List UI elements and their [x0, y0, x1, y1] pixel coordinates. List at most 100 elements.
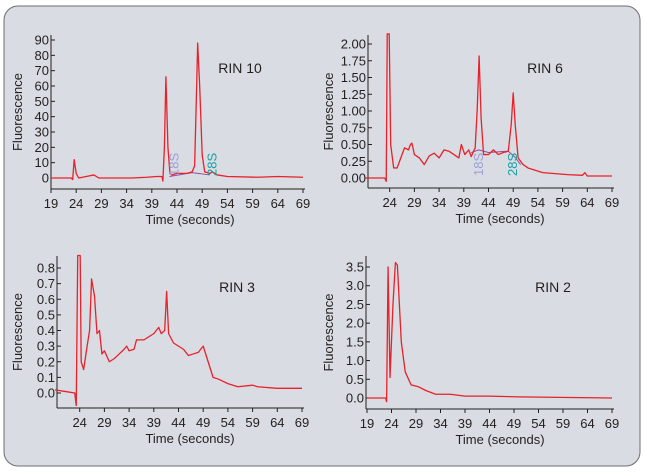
x-tick-label: 19 — [44, 196, 58, 211]
x-tick-label: 54 — [221, 415, 235, 430]
peak-label-18S: 18S — [471, 153, 486, 176]
x-tick-label: 39 — [145, 196, 159, 211]
y-tick-label: 2.5 — [346, 297, 364, 312]
y-tick-label: 0.2 — [37, 354, 55, 369]
x-tick-label: 64 — [580, 195, 594, 210]
y-tick-label: 20 — [35, 140, 49, 155]
y-tick-label: 0.5 — [37, 307, 55, 322]
y-tick-label: 0.4 — [37, 323, 55, 338]
y-tick-label: 0.7 — [37, 276, 55, 291]
x-tick-label: 54 — [531, 416, 545, 431]
x-tick-label: 54 — [220, 196, 234, 211]
x-tick-label: 34 — [432, 195, 446, 210]
x-tick-label: 69 — [605, 195, 619, 210]
x-tick-label: 39 — [457, 195, 471, 210]
trace-line — [54, 254, 302, 407]
y-axis-label: Fluorescence — [10, 73, 25, 151]
x-tick-label: 69 — [295, 415, 309, 430]
y-tick-label: 1.50 — [341, 70, 366, 85]
x-tick-label: 44 — [170, 196, 184, 211]
chart-rin-3: 0.00.10.20.30.40.50.60.70.8 24 29 34 39 44 49 5… — [10, 254, 309, 446]
x-tick-label: 54 — [531, 195, 545, 210]
baseline-line — [169, 172, 210, 177]
peak-label-18S: 18S — [166, 153, 181, 176]
y-tick-label: 1.5 — [346, 334, 364, 349]
chart-title: RIN 3 — [219, 279, 255, 295]
y-tick-label: 1.0 — [346, 353, 364, 368]
x-tick-label: 24 — [69, 196, 83, 211]
y-tick-label: 0.3 — [37, 339, 55, 354]
y-tick-label: 0.25 — [341, 154, 366, 169]
y-axis-label: Fluorescence — [321, 72, 336, 150]
x-tick-label: 24 — [384, 416, 398, 431]
y-tick-label: 0.0 — [346, 391, 364, 406]
x-tick-label: 44 — [171, 415, 185, 430]
y-tick-label: 0.1 — [37, 370, 55, 385]
y-tick-label: 1.25 — [341, 87, 366, 102]
trace-line — [365, 33, 612, 183]
x-tick-label: 39 — [147, 415, 161, 430]
y-tick-label: 0 — [42, 171, 49, 186]
y-tick-label: 0.50 — [341, 137, 366, 152]
x-axis-label: Time (seconds) — [455, 432, 544, 447]
y-tick-label: 10 — [35, 155, 49, 170]
y-tick-label: 40 — [35, 109, 49, 124]
y-axis-label: Fluorescence — [10, 293, 25, 371]
y-tick-label: 50 — [35, 94, 49, 109]
x-tick-label: 29 — [97, 415, 111, 430]
x-tick-label: 44 — [481, 195, 495, 210]
y-tick-label: 60 — [35, 79, 49, 94]
y-tick-label: 1.75 — [341, 53, 366, 68]
chart-rin-2: 0.0 0.5 1.0 1.5 2.0 2.5 3.0 3.5 19 24 29 34 39 44 49 54… — [321, 256, 619, 447]
y-tick-label: 0.00 — [341, 171, 366, 186]
y-tick-label: 0.8 — [37, 261, 55, 276]
x-tick-label: 29 — [94, 196, 108, 211]
y-tick-label: 1.00 — [341, 104, 366, 119]
y-tick-label: 30 — [35, 125, 49, 140]
trace-line — [367, 261, 613, 403]
x-tick-label: 39 — [458, 416, 472, 431]
peak-label-28S: 28S — [204, 153, 219, 176]
chart-rin-6: 0.00 0.25 0.50 0.751.00 1.25 1.50 1.752.00 24 29… — [321, 33, 619, 226]
y-tick-label: 0.75 — [341, 120, 366, 135]
y-tick-label: 2.00 — [341, 37, 366, 52]
x-tick-label: 69 — [296, 196, 310, 211]
x-tick-label: 49 — [195, 196, 209, 211]
chart-title: RIN 6 — [527, 60, 563, 76]
x-tick-label: 34 — [122, 415, 136, 430]
y-tick-label: 80 — [35, 48, 49, 63]
y-tick-label: 0.0 — [37, 386, 55, 401]
y-tick-label: 70 — [35, 63, 49, 78]
x-tick-label: 34 — [119, 196, 133, 211]
x-tick-label: 19 — [360, 416, 374, 431]
x-tick-label: 59 — [556, 416, 570, 431]
peak-label-28S: 28S — [505, 153, 520, 176]
y-tick-label: 3.0 — [346, 278, 364, 293]
x-tick-label: 29 — [407, 195, 421, 210]
x-tick-label: 59 — [555, 195, 569, 210]
x-tick-label: 44 — [482, 416, 496, 431]
y-tick-label: 3.5 — [346, 260, 364, 275]
x-tick-label: 34 — [433, 416, 447, 431]
chart-title: RIN 2 — [535, 279, 571, 295]
x-axis-label: Time (seconds) — [145, 431, 234, 446]
y-tick-label: 0.6 — [37, 292, 55, 307]
x-tick-label: 69 — [605, 416, 619, 431]
chart-title: RIN 10 — [218, 60, 262, 76]
trace-line — [51, 42, 304, 182]
x-tick-label: 64 — [270, 415, 284, 430]
x-tick-label: 24 — [72, 415, 86, 430]
x-tick-label: 24 — [382, 195, 396, 210]
x-tick-label: 29 — [409, 416, 423, 431]
x-tick-label: 49 — [506, 195, 520, 210]
x-tick-label: 49 — [196, 415, 210, 430]
x-tick-label: 64 — [271, 196, 285, 211]
x-tick-label: 59 — [245, 196, 259, 211]
y-axis-label: Fluorescence — [321, 293, 336, 371]
y-tick-label: 0.5 — [346, 372, 364, 387]
x-tick-label: 64 — [580, 416, 594, 431]
x-tick-label: 49 — [507, 416, 521, 431]
x-axis-label: Time (seconds) — [455, 211, 544, 226]
